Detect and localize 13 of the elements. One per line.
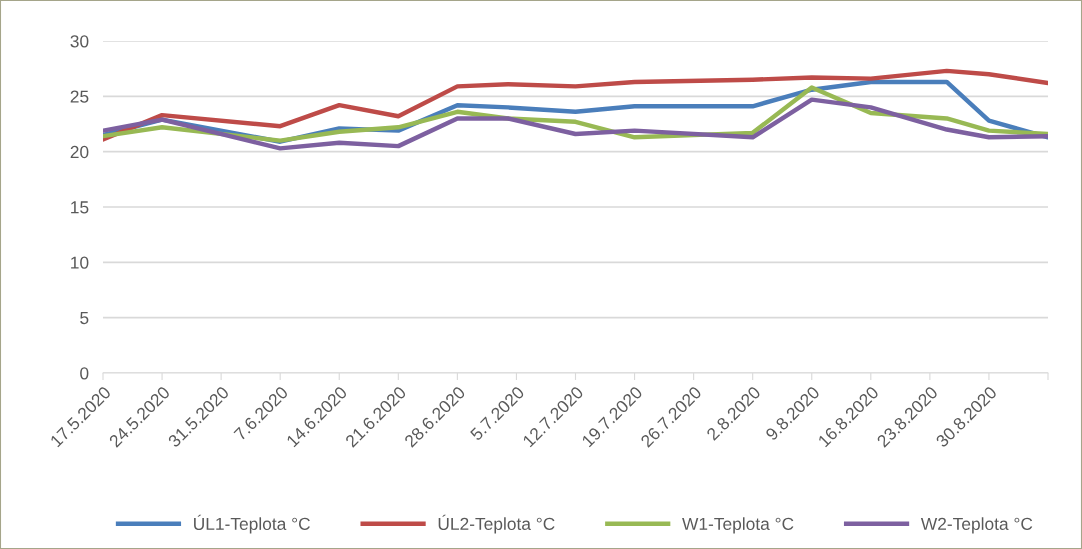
y-tick-label: 25 [70, 90, 89, 103]
line-series [103, 68, 1048, 142]
y-tick-label: 15 [71, 201, 89, 214]
y-tick-label: 20 [70, 145, 89, 159]
line-series [103, 97, 1048, 151]
legend-label: ÚL2-Teplota °C [438, 514, 555, 534]
legend-label: ÚL1-Teplota °C [194, 514, 310, 534]
legend-label: W1-Teplota °C [682, 517, 794, 534]
y-tick-label: 30 [70, 35, 89, 48]
y-tick-label: 0 [80, 367, 89, 380]
y-tick-label: 5 [80, 312, 89, 325]
y-tick-label: 10 [71, 256, 89, 269]
legend-label: W2-Teplota °C [920, 517, 1033, 534]
